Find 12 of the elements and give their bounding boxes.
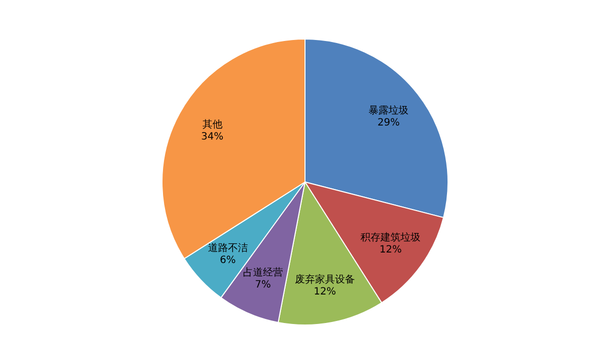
slice-label: 道路不洁 bbox=[208, 242, 248, 254]
data-label: 12% bbox=[379, 244, 402, 256]
slice-label: 占道经营 bbox=[242, 266, 283, 279]
data-label: 29% bbox=[377, 118, 400, 129]
data-label: 7% bbox=[255, 280, 271, 291]
slice-label: 积存建筑垃圾 bbox=[360, 232, 421, 244]
slice-label: 废弃家具设备 bbox=[294, 273, 355, 286]
slice-label: 其他 bbox=[202, 118, 222, 131]
slice-label: 暴露垃圾 bbox=[368, 104, 409, 117]
data-label: 6% bbox=[220, 254, 236, 266]
data-label: 34% bbox=[201, 132, 224, 143]
data-label: 12% bbox=[314, 286, 336, 298]
